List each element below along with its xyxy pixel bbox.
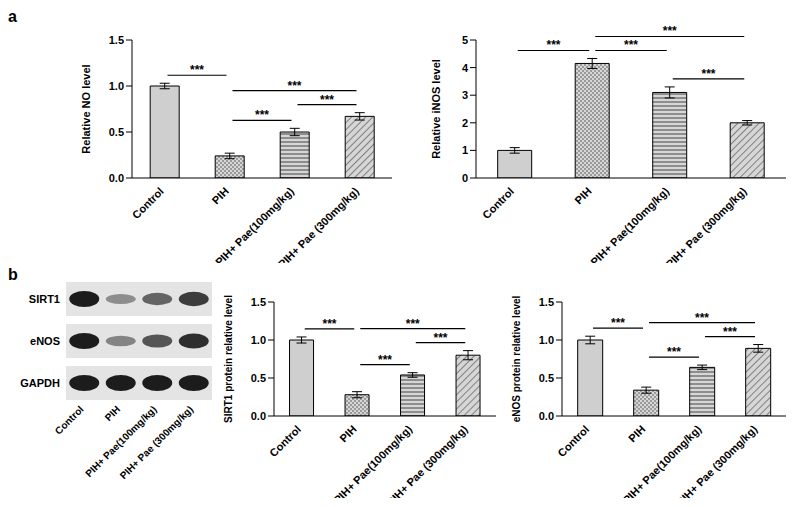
svg-text:1.0: 1.0: [109, 80, 124, 92]
svg-text:0.0: 0.0: [539, 410, 554, 422]
svg-text:***: ***: [433, 331, 447, 345]
html-text:b: b: [8, 266, 18, 283]
svg-text:***: ***: [663, 24, 677, 38]
svg-text:0.5: 0.5: [539, 372, 554, 384]
svg-text:3: 3: [462, 89, 468, 101]
svg-text:PIH+ Pae (300mg/kg): PIH+ Pae (300mg/kg): [118, 404, 196, 482]
svg-text:0.5: 0.5: [251, 372, 266, 384]
svg-text:0.0: 0.0: [109, 172, 124, 184]
svg-text:2: 2: [462, 117, 468, 129]
svg-text:***: ***: [611, 316, 625, 330]
svg-text:1.5: 1.5: [109, 34, 124, 46]
svg-text:PIH: PIH: [337, 423, 358, 444]
svg-text:***: ***: [320, 93, 334, 107]
html-text:a: a: [8, 8, 17, 25]
svg-text:SIRT1 protein relative level: SIRT1 protein relative level: [223, 295, 234, 423]
svg-text:Control: Control: [53, 403, 86, 436]
svg-text:PIH: PIH: [209, 185, 230, 206]
svg-text:Relative iNOS level: Relative iNOS level: [430, 59, 442, 159]
svg-text:PIH+ Pae(100mg/kg): PIH+ Pae(100mg/kg): [213, 185, 296, 263]
svg-text:Control: Control: [480, 185, 516, 221]
svg-text:0.5: 0.5: [109, 126, 124, 138]
svg-text:0.0: 0.0: [251, 410, 266, 422]
svg-text:***: ***: [406, 317, 420, 331]
svg-text:PIH+ Pae(100mg/kg): PIH+ Pae(100mg/kg): [588, 185, 671, 263]
svg-text:***: ***: [378, 353, 392, 367]
svg-text:Relative NO level: Relative NO level: [80, 64, 92, 153]
svg-text:Control: Control: [267, 423, 303, 459]
svg-text:***: ***: [667, 345, 681, 359]
svg-text:SIRT1: SIRT1: [29, 293, 60, 305]
svg-text:eNOS: eNOS: [30, 335, 60, 347]
svg-text:1.5: 1.5: [539, 296, 554, 308]
svg-text:PIH+ Pae (300mg/kg): PIH+ Pae (300mg/kg): [674, 423, 759, 498]
svg-text:Control: Control: [130, 185, 166, 221]
svg-text:PIH+ Pae (300mg/kg): PIH+ Pae (300mg/kg): [663, 185, 748, 263]
svg-text:PIH+ Pae(100mg/kg): PIH+ Pae(100mg/kg): [83, 404, 159, 480]
svg-text:5: 5: [462, 34, 468, 46]
svg-text:***: ***: [255, 108, 269, 122]
svg-text:0: 0: [462, 172, 468, 184]
svg-text:***: ***: [287, 79, 301, 93]
svg-text:***: ***: [701, 67, 715, 81]
svg-text:***: ***: [723, 325, 737, 339]
svg-text:PIH+ Pae (300mg/kg): PIH+ Pae (300mg/kg): [276, 185, 361, 263]
svg-text:PIH+ Pae (300mg/kg): PIH+ Pae (300mg/kg): [384, 423, 469, 498]
svg-text:PIH: PIH: [103, 404, 123, 424]
svg-text:eNOS protein relative level: eNOS protein relative level: [511, 295, 522, 422]
svg-text:PIH: PIH: [572, 185, 593, 206]
svg-text:***: ***: [695, 311, 709, 325]
svg-text:***: ***: [190, 63, 204, 77]
svg-text:GAPDH: GAPDH: [20, 377, 60, 389]
svg-text:1: 1: [462, 144, 468, 156]
svg-text:4: 4: [462, 62, 469, 74]
svg-text:***: ***: [546, 38, 560, 52]
svg-text:Control: Control: [555, 423, 591, 459]
svg-text:***: ***: [322, 317, 336, 331]
svg-text:PIH: PIH: [626, 423, 647, 444]
svg-text:1.5: 1.5: [251, 296, 266, 308]
svg-text:1.0: 1.0: [539, 334, 554, 346]
svg-text:1.0: 1.0: [251, 334, 266, 346]
svg-text:***: ***: [624, 38, 638, 52]
